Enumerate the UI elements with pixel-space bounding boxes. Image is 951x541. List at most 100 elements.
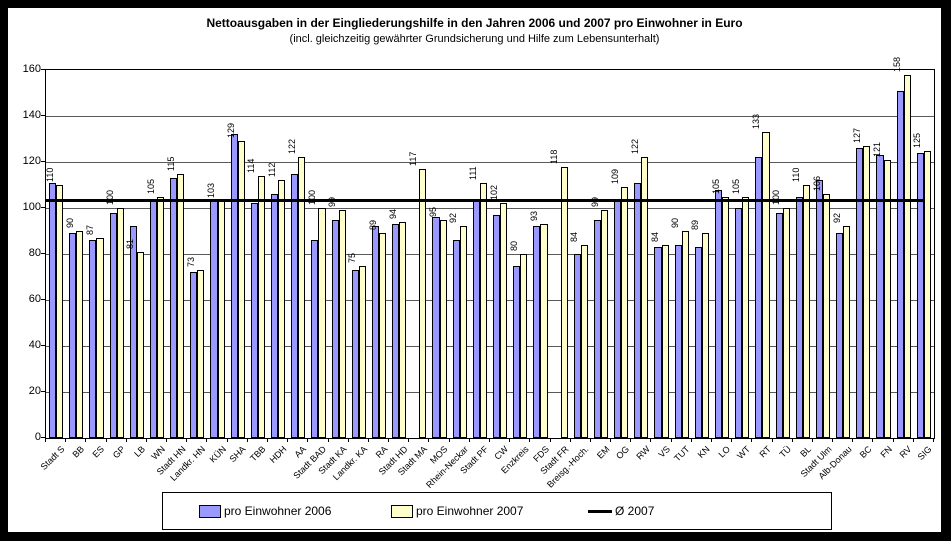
- bar-2006-Enzkreis: [513, 265, 521, 438]
- bar-2006-BC: [856, 148, 864, 438]
- bar-2006-Stadt KA: [331, 219, 339, 438]
- bar-2006-Breisg.-Hoch.: [573, 254, 581, 438]
- data-label-TUT: 90: [670, 217, 681, 228]
- x-axis-tick: [852, 438, 854, 442]
- bar-2007-FN: [883, 159, 891, 438]
- bar-2006-BB: [69, 233, 77, 438]
- bar-2006-Rhein-Neckar: [452, 240, 460, 438]
- legend-item-2007: pro Einwohner 2007: [391, 493, 523, 529]
- bar-2006-MOS: [432, 217, 440, 438]
- x-axis-tick: [751, 438, 753, 442]
- data-label-EM: 99: [589, 197, 600, 208]
- bar-2006-RT: [755, 157, 763, 438]
- data-label-Stadt KA: 99: [327, 197, 338, 208]
- gridline-20: [46, 392, 934, 393]
- y-axis-tick: [41, 299, 45, 300]
- y-axis-label-120: 120: [22, 155, 41, 167]
- x-axis-label-BC: BC: [857, 444, 874, 460]
- bar-2007-FDS: [540, 224, 548, 438]
- bar-2007-Stadt MA: [419, 168, 427, 438]
- x-axis-label-KN: KN: [696, 444, 713, 460]
- y-axis-tick: [41, 115, 45, 116]
- x-axis-label-TBB: TBB: [248, 444, 269, 464]
- legend-label-average: Ø 2007: [615, 504, 655, 518]
- bar-2006-RA: [371, 226, 379, 438]
- data-label-RW: 122: [629, 139, 640, 155]
- bar-2007-WT: [742, 196, 750, 438]
- x-axis-label-SHA: SHA: [227, 444, 248, 465]
- data-label-BB: 90: [64, 217, 75, 228]
- data-label-OG: 109: [609, 169, 620, 185]
- bar-2007-Stadt HN: [177, 173, 185, 438]
- bar-2006-HDH: [271, 194, 279, 438]
- bar-2007-WN: [157, 196, 165, 438]
- y-axis-label-0: 0: [34, 431, 41, 443]
- x-axis-label-BL: BL: [798, 444, 813, 459]
- x-axis-tick: [327, 438, 329, 442]
- bar-2006-Landkr. HN: [190, 272, 198, 438]
- y-axis-label-60: 60: [28, 293, 41, 305]
- bar-2007-Enzkreis: [520, 254, 528, 438]
- bar-2006-LO: [715, 189, 723, 438]
- x-axis-tick: [690, 438, 692, 442]
- data-label-SIG: 125: [912, 132, 923, 148]
- x-axis-tick: [145, 438, 147, 442]
- gridline-120: [46, 162, 934, 163]
- x-axis-tick: [206, 438, 208, 442]
- data-label-KN: 89: [690, 220, 701, 231]
- chart-canvas: Nettoausgaben in der Eingliederungshilfe…: [8, 8, 941, 532]
- x-axis-tick: [630, 438, 632, 442]
- bar-2006-TBB: [250, 203, 258, 438]
- x-axis-label-WT: WT: [735, 444, 753, 461]
- data-label-Enzkreis: 80: [508, 240, 519, 251]
- y-axis-label-80: 80: [28, 247, 41, 259]
- x-axis-label-ES: ES: [91, 444, 107, 460]
- bar-2007-KN: [701, 233, 709, 438]
- bar-2006-VS: [654, 247, 662, 438]
- bar-2007-HDH: [278, 180, 286, 438]
- bar-2006-EM: [593, 219, 601, 438]
- x-axis-label-SIG: SIG: [915, 444, 935, 463]
- x-axis-tick: [912, 438, 914, 442]
- data-label-WN: 105: [145, 178, 156, 194]
- bar-2007-BB: [76, 231, 84, 438]
- x-axis-label-TÜ: TÜ: [777, 444, 793, 460]
- data-label-TÜ: 100: [771, 189, 782, 205]
- legend-swatch-2006: [199, 504, 221, 518]
- bar-2006-GP: [109, 212, 117, 438]
- bar-2007-MOS: [439, 219, 447, 438]
- x-axis-tick: [367, 438, 369, 442]
- bar-2006-TUT: [674, 244, 682, 438]
- bar-2006-OG: [614, 198, 622, 438]
- data-label-Stadt PF: 111: [468, 166, 479, 180]
- x-axis-tick: [549, 438, 551, 442]
- bar-2007-GP: [116, 208, 124, 438]
- gridline-140: [46, 116, 934, 117]
- bar-2007-RT: [762, 132, 770, 438]
- bar-2007-SIG: [923, 150, 931, 438]
- x-axis-label-RT: RT: [757, 444, 773, 460]
- x-axis-tick: [166, 438, 168, 442]
- x-axis-tick: [711, 438, 712, 442]
- bar-2006-SHA: [230, 134, 238, 438]
- y-axis-tick: [41, 253, 45, 254]
- x-axis-label-LB: LB: [132, 444, 147, 459]
- bar-2006-Stadt S: [49, 182, 57, 438]
- x-axis-tick: [448, 438, 450, 442]
- plot-area: 110 90 87 100 81 105 115 73 103 129 114 112 122 100 99…: [45, 57, 935, 439]
- x-axis-label-RV: RV: [898, 444, 914, 460]
- bar-2007-VS: [661, 244, 669, 438]
- x-axis-label-FN: FN: [878, 444, 894, 460]
- legend-item-average: Ø 2007: [588, 493, 654, 529]
- data-label-AA: 122: [286, 139, 297, 155]
- data-label-Stadt HN: 115: [165, 156, 176, 171]
- y-axis-label-40: 40: [28, 339, 41, 351]
- x-axis-tick: [650, 438, 652, 442]
- data-label-Landkr. KA: 75: [347, 252, 358, 263]
- average-line: [46, 199, 924, 203]
- y-axis-label-160: 160: [22, 63, 41, 75]
- bar-2007-Stadt PF: [479, 182, 487, 438]
- x-axis-tick: [771, 438, 773, 442]
- x-axis-label-KÜN: KÜN: [207, 444, 228, 465]
- x-axis-tick: [125, 438, 127, 442]
